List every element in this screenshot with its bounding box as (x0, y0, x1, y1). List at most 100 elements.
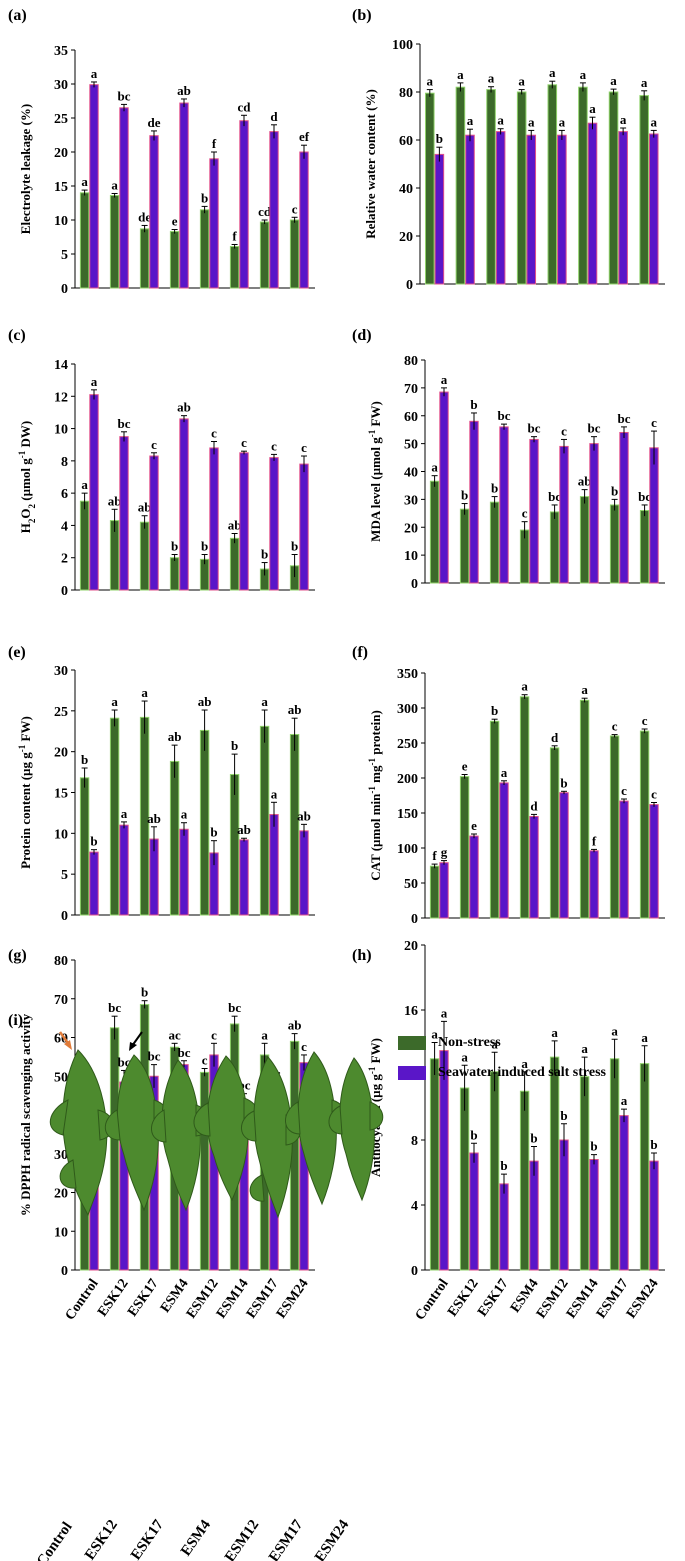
significance-letter: a (521, 1056, 528, 1071)
chart-4: (d) 0 10 20 30 40 50 60 70 80 MDA level (µmol g-1 … (352, 327, 665, 592)
y-tick-label: 10 (54, 827, 68, 842)
chart-8: (h)048121620Anthocyanin (µg g-1 FW)aaCon… (352, 939, 665, 1323)
y-tick-label: 14 (54, 358, 68, 373)
significance-letter: b (171, 538, 178, 553)
bar (89, 394, 99, 591)
x-tick-label: ESM24 (624, 1277, 662, 1322)
panel-label: (h) (352, 947, 372, 964)
bar (648, 133, 659, 285)
significance-letter: de (138, 209, 151, 224)
y-axis-label: Electrolyte leakage (%) (18, 104, 33, 234)
significance-letter: b (491, 703, 498, 718)
bar (149, 455, 159, 591)
panel-label: (f) (352, 644, 368, 661)
significance-letter: a (620, 112, 627, 127)
bar (169, 231, 180, 289)
y-tick-label: 4 (411, 1199, 418, 1214)
significance-letter: b (141, 985, 148, 1000)
bar (609, 1058, 620, 1271)
panel-label-i: (i) (8, 1012, 24, 1029)
significance-letter: ab (237, 822, 251, 837)
bar (299, 463, 309, 591)
y-tick-label: 200 (397, 772, 418, 787)
significance-letter: a (581, 682, 588, 697)
plant-photo (50, 1031, 384, 1219)
y-tick-label: 15 (54, 180, 68, 195)
bar (499, 782, 509, 919)
y-tick-label: 10 (54, 423, 68, 438)
y-axis-label: % DPPH radical scavenging activity (18, 1013, 33, 1216)
arrow-icon-orange (58, 1031, 72, 1050)
significance-letter: d (551, 730, 559, 745)
significance-letter: c (612, 719, 618, 734)
panel-label: (a) (8, 7, 27, 24)
significance-letter: bc (108, 1000, 121, 1015)
bar (259, 221, 270, 289)
bar (549, 1056, 560, 1271)
y-axis-label: Protein content (µg g-1 FW) (17, 716, 33, 869)
bar (259, 725, 270, 916)
panel-label: (c) (8, 327, 26, 344)
significance-letter: a (427, 74, 434, 89)
significance-letter: a (91, 374, 98, 389)
bar (179, 102, 189, 289)
significance-letter: f (592, 833, 597, 848)
significance-letter: c (202, 1053, 208, 1068)
significance-letter: cd (238, 99, 252, 114)
bar (489, 720, 500, 919)
y-tick-label: 0 (61, 909, 68, 924)
significance-letter: c (651, 415, 657, 430)
significance-letter: bc (228, 1000, 241, 1015)
y-tick-label: 10 (54, 214, 68, 229)
legend-label-non-stress: Non-stress (438, 1035, 501, 1050)
bar (579, 699, 590, 919)
bar (499, 426, 509, 584)
y-tick-label: 70 (54, 993, 68, 1008)
significance-letter: e (172, 214, 178, 229)
significance-letter: ab (288, 1018, 302, 1033)
bar (79, 777, 90, 916)
bar (459, 776, 470, 919)
bar (179, 828, 189, 916)
bar (618, 131, 628, 285)
panel-label: (g) (8, 947, 27, 964)
bar (119, 824, 129, 916)
significance-letter: ab (228, 518, 242, 533)
significance-letter: f (232, 228, 237, 243)
y-tick-label: 50 (404, 877, 418, 892)
bar (465, 134, 475, 285)
bar (529, 438, 539, 584)
bar (239, 452, 249, 591)
bar (639, 95, 649, 285)
significance-letter: bc (148, 1049, 161, 1064)
plant-1-shape (50, 1049, 115, 1217)
bar (579, 496, 590, 584)
y-tick-label: 20 (54, 146, 68, 161)
bar (589, 1159, 599, 1271)
x-tick-label: ESK12 (95, 1277, 131, 1320)
arrow-icon-black (129, 1031, 143, 1051)
significance-letter: a (518, 74, 525, 89)
significance-letter: a (559, 114, 566, 129)
y-tick-label: 8 (411, 1134, 418, 1149)
bar (109, 717, 120, 916)
bar (589, 850, 599, 919)
significance-letter: bc (118, 88, 131, 103)
y-axis-label: H2O2 (µmol g-1 DW) (17, 421, 37, 533)
bar (169, 760, 180, 916)
chart-2: (b) 0 20 40 60 80 100 Relative water content (%… (352, 7, 665, 293)
bar (429, 865, 440, 919)
significance-letter: a (488, 71, 495, 86)
bar (469, 1152, 479, 1271)
y-tick-label: 25 (54, 705, 68, 720)
bar (169, 557, 180, 591)
plant-3-shape (151, 1059, 211, 1212)
significance-letter: b (291, 538, 298, 553)
bar (516, 91, 527, 285)
significance-letter: g (441, 845, 448, 860)
y-tick-label: 6 (61, 487, 68, 502)
significance-letter: a (651, 114, 658, 129)
y-tick-label: 0 (61, 282, 68, 297)
